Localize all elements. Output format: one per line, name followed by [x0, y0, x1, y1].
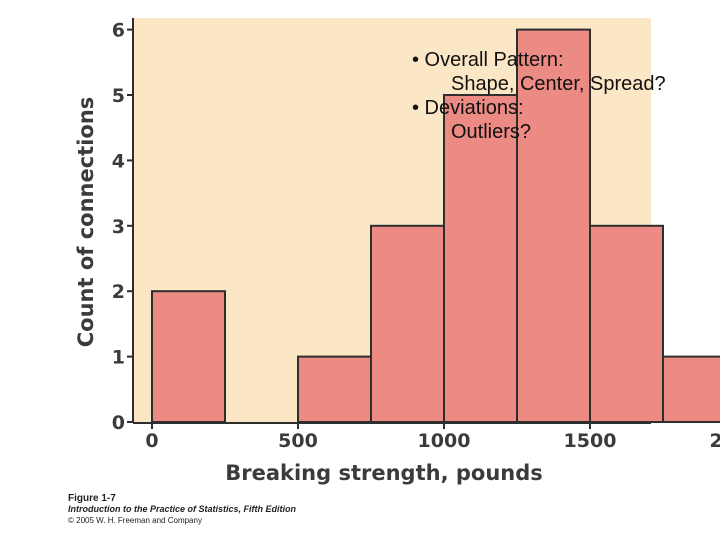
note-line: Outliers? [451, 121, 532, 143]
notes-box: • Overall Pattern: Shape, Center, Spread?… [412, 48, 712, 144]
x-tick-label: 500 [278, 430, 318, 452]
histogram-bar [662, 355, 720, 424]
caption-copyright: © 2005 W. H. Freeman and Company [68, 516, 202, 525]
y-ticks-group: 0 1 2 3 4 5 6 [112, 20, 133, 434]
y-axis-title: Count of connections [74, 97, 98, 348]
y-tick-label: 5 [112, 85, 125, 107]
x-tick-label: 1000 [418, 430, 471, 452]
histogram-bar [151, 290, 226, 424]
note-line: • Deviations: [412, 97, 524, 119]
x-axis-title: Breaking strength, pounds [225, 461, 543, 485]
y-tick-label: 1 [112, 347, 125, 369]
y-tick-label: 3 [112, 216, 125, 238]
figure-caption: Figure 1-7 Introduction to the Practice … [68, 493, 296, 526]
y-tick-label: 6 [112, 20, 125, 42]
histogram-bar [297, 355, 372, 424]
caption-book-title: Introduction to the Practice of Statisti… [68, 504, 297, 514]
histogram-bar [370, 224, 445, 423]
note-line: • Overall Pattern: [412, 49, 564, 71]
x-tick-label: 0 [145, 430, 158, 452]
caption-figure-number: Figure 1-7 [68, 493, 116, 504]
y-tick-label: 0 [112, 412, 125, 434]
y-tick-label: 2 [112, 281, 125, 303]
bars-group [151, 28, 720, 424]
x-tick-label: 2000 [710, 430, 720, 452]
x-tick-label: 1500 [564, 430, 617, 452]
histogram-bar [589, 224, 664, 423]
histogram-bar [443, 94, 518, 423]
x-ticks-group: 050010001500200025003000 [145, 423, 720, 452]
note-line: Shape, Center, Spread? [451, 73, 666, 95]
y-tick-label: 4 [112, 150, 125, 172]
